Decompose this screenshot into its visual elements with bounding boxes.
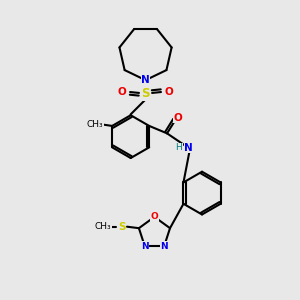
Text: N: N [160,242,168,251]
Text: O: O [173,112,182,123]
Text: O: O [151,212,158,221]
Text: N: N [141,75,150,85]
Text: S: S [118,222,125,232]
Text: O: O [165,87,174,97]
Text: H: H [176,143,182,152]
Text: N: N [184,142,193,153]
Text: O: O [117,87,126,97]
Text: N: N [141,242,149,251]
Text: S: S [141,87,150,100]
Text: CH₃: CH₃ [95,222,112,231]
Text: CH₃: CH₃ [87,120,104,129]
